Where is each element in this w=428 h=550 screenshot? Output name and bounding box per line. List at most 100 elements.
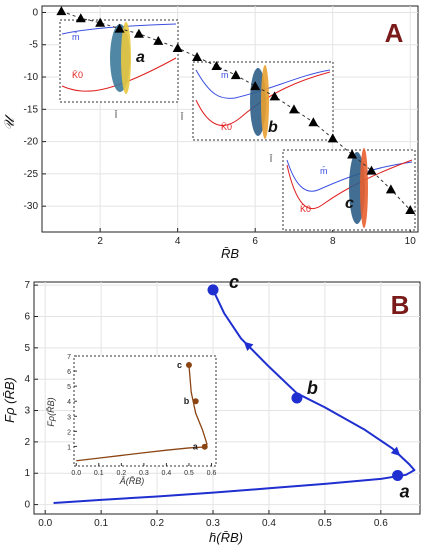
inset-y-tick-label: 2 — [67, 429, 71, 436]
data-point-triangle — [133, 28, 144, 38]
inset-x-tick-label: 0.3 — [139, 470, 149, 477]
y-tick-label: -20 — [24, 137, 39, 148]
panel-a-label: A — [385, 18, 404, 48]
panel-b-ticks: 0.0 0.1 0.2 0.3 0.4 0.5 0.6 0 1 2 3 4 5 6 7 — [24, 280, 388, 529]
x-tick-label: 0.1 — [94, 518, 108, 529]
inset-y-tick-label: 4 — [67, 399, 71, 406]
y-tick-label: 4 — [24, 374, 30, 385]
inset-point-label: a — [193, 442, 199, 452]
inset-a-surface-rim — [121, 22, 131, 94]
inset-y-tick-label: 1 — [67, 444, 71, 451]
inset-x-tick-label: 0.5 — [184, 470, 194, 477]
inset-b-legend-k: K̄0 — [221, 122, 232, 132]
inset-y-tick-label: 5 — [67, 384, 71, 391]
panel-b-ylabel: Fρ (R̄B) — [2, 377, 17, 423]
y-tick-label: 0 — [24, 500, 30, 511]
inset-a-legend-m: m̄ — [72, 32, 80, 42]
inset-point-label: c — [177, 360, 182, 370]
data-point-triangle — [75, 13, 86, 23]
inset-c-k-curve — [286, 159, 413, 210]
data-point-triangle — [114, 23, 125, 33]
inset-x-tick-label: 0.0 — [71, 470, 81, 477]
panel-b-point-label: b — [307, 378, 318, 398]
x-tick-label: 8 — [330, 236, 336, 247]
inset-curve — [76, 364, 208, 462]
data-point-triangle — [56, 6, 67, 16]
panel-a-xlabel: R̄B — [221, 246, 239, 261]
inset-point — [192, 398, 199, 405]
panel-b-marks: a b c — [53, 272, 416, 505]
panel-b-point-label: a — [400, 481, 410, 501]
panel-b-inset-ylabel: Fρ(R̄B) — [46, 397, 56, 426]
data-point-triangle — [288, 104, 299, 114]
data-point-triangle — [172, 42, 183, 52]
inset-a-label: a — [136, 49, 145, 66]
data-point-triangle — [269, 91, 280, 101]
inset-c-frame — [282, 149, 416, 231]
panel-b-xlabel: h̄(R̄B) — [209, 530, 243, 545]
data-point-triangle — [308, 117, 319, 127]
data-point-triangle — [327, 133, 338, 143]
panel-b-point — [392, 469, 404, 481]
panel-b-arrow — [243, 341, 254, 351]
inset-c-xlabel: l̄ — [269, 154, 273, 164]
y-tick-label: -30 — [24, 201, 39, 212]
inset-c-legend-k: K̄0 — [300, 204, 311, 214]
x-tick-label: 0.3 — [206, 518, 220, 529]
data-point-triangle — [385, 184, 396, 194]
data-point-triangle — [347, 149, 358, 159]
panel-a-ylabel: 𝒰 — [1, 113, 17, 130]
panel-a-marks — [56, 6, 416, 215]
inset-b-m-curve — [195, 69, 331, 99]
inset-y-tick-label: 6 — [67, 369, 71, 376]
inset-point — [185, 362, 192, 369]
panel-b-point-label: c — [229, 272, 239, 292]
panel-b-label: B — [391, 290, 410, 320]
y-tick-label: 6 — [24, 311, 30, 322]
y-tick-label: 1 — [24, 468, 30, 479]
x-tick-label: 4 — [175, 236, 181, 247]
data-point-triangle — [405, 205, 416, 215]
inset-x-tick-label: 0.6 — [207, 470, 217, 477]
panel-b-point — [291, 392, 303, 404]
panel-b: 0.0 0.1 0.2 0.3 0.4 0.5 0.6 0 1 2 3 4 5 6 7 0.0 0.1 0.2 0… — [2, 272, 421, 545]
y-tick-label: -15 — [24, 104, 39, 115]
data-point-triangle — [153, 35, 164, 45]
inset-b-xlabel: l̄ — [180, 112, 184, 122]
panel-b-point — [207, 284, 219, 296]
panel-b-inset-marks: a b c — [76, 360, 208, 462]
inset-a-xlabel: l̄ — [114, 110, 118, 120]
data-point-triangle — [250, 81, 261, 91]
panel-a-ticks: 2 4 6 8 10 0 -5 -10 -15 -20 -25 -30 — [24, 7, 417, 247]
inset-c-label: c — [345, 195, 354, 212]
inset-x-tick-label: 0.1 — [94, 470, 104, 477]
x-tick-label: 0.2 — [150, 518, 164, 529]
data-point-triangle — [366, 165, 377, 175]
data-point-triangle — [230, 70, 241, 80]
y-tick-label: 0 — [32, 7, 38, 18]
inset-b: m̄ K̄0 b l̄ — [180, 61, 334, 141]
inset-y-tick-label: 7 — [67, 354, 71, 361]
inset-c-surface-rim — [360, 148, 368, 228]
inset-c-legend-m: m̄ — [320, 166, 328, 176]
inset-a-m-curve — [61, 23, 177, 35]
data-point-triangle — [192, 52, 203, 62]
x-tick-label: 0.5 — [318, 518, 332, 529]
y-tick-label: -25 — [24, 169, 39, 180]
inset-y-tick-label: 3 — [67, 414, 71, 421]
inset-b-legend-m: m̄ — [221, 70, 229, 80]
inset-a-legend-k: K̄0 — [72, 70, 83, 80]
y-tick-label: -10 — [24, 72, 39, 83]
y-tick-label: 7 — [24, 280, 30, 291]
inset-a-k-curve — [61, 57, 177, 92]
inset-b-surface-rim — [261, 65, 269, 139]
x-tick-label: 2 — [97, 236, 103, 247]
y-tick-label: -5 — [29, 40, 38, 51]
inset-point-label: b — [184, 396, 190, 406]
panel-b-curve — [53, 289, 416, 505]
inset-x-tick-label: 0.4 — [162, 470, 172, 477]
data-point-triangle — [211, 61, 222, 71]
inset-b-label: b — [268, 119, 278, 136]
